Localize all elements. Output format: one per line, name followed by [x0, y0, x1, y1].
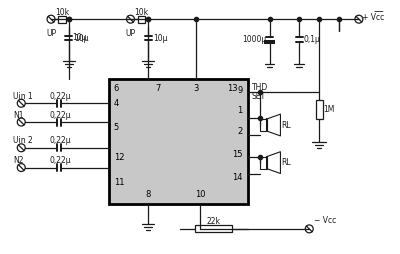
- Text: 0,1μ: 0,1μ: [303, 36, 320, 44]
- Text: —: —: [374, 6, 384, 16]
- Text: 10µ: 10µ: [72, 34, 86, 42]
- Text: 12: 12: [114, 153, 124, 162]
- Text: Uin 2: Uin 2: [13, 136, 33, 145]
- Text: 0,22μ: 0,22μ: [49, 92, 71, 101]
- Text: 8: 8: [146, 190, 151, 199]
- Text: 5: 5: [114, 123, 119, 133]
- Bar: [316, 100, 323, 119]
- Text: 4: 4: [114, 99, 119, 108]
- Text: N2: N2: [13, 156, 24, 165]
- Text: 15: 15: [232, 150, 243, 159]
- Text: 11: 11: [114, 178, 124, 187]
- Text: UP: UP: [126, 29, 136, 38]
- Bar: [58, 16, 66, 23]
- Bar: [260, 157, 266, 169]
- Text: UP: UP: [46, 29, 56, 38]
- Text: 0,22μ: 0,22μ: [49, 111, 71, 120]
- Text: 2: 2: [238, 128, 243, 136]
- Text: 10μ: 10μ: [74, 35, 88, 43]
- Bar: [260, 119, 266, 131]
- Text: RL: RL: [282, 120, 291, 130]
- Text: Uin 1: Uin 1: [13, 92, 33, 101]
- Text: 10k: 10k: [55, 8, 69, 17]
- Text: 1M: 1M: [323, 105, 334, 114]
- Text: 7: 7: [156, 85, 161, 93]
- Text: 1: 1: [238, 106, 243, 115]
- Text: RL: RL: [282, 158, 291, 167]
- Text: 3: 3: [193, 85, 199, 93]
- Text: SET: SET: [252, 92, 266, 101]
- Text: 1000μ: 1000μ: [242, 36, 266, 44]
- Text: 22k: 22k: [207, 217, 221, 227]
- Text: 13: 13: [228, 85, 238, 93]
- Text: 10k: 10k: [134, 8, 148, 17]
- Text: 10: 10: [195, 190, 205, 199]
- Bar: [195, 225, 232, 232]
- Bar: [109, 78, 248, 204]
- Text: N1: N1: [13, 111, 24, 120]
- Text: 14: 14: [232, 173, 243, 182]
- Text: 10μ: 10μ: [153, 35, 168, 43]
- Text: 6: 6: [114, 84, 119, 93]
- Bar: [138, 16, 145, 23]
- Text: + Vcc: + Vcc: [362, 13, 384, 22]
- Text: − Vcc: − Vcc: [314, 216, 336, 226]
- Text: 0,22μ: 0,22μ: [49, 136, 71, 145]
- Text: 0,22μ: 0,22μ: [49, 156, 71, 165]
- Text: 9: 9: [238, 86, 243, 95]
- Text: THD: THD: [252, 83, 268, 92]
